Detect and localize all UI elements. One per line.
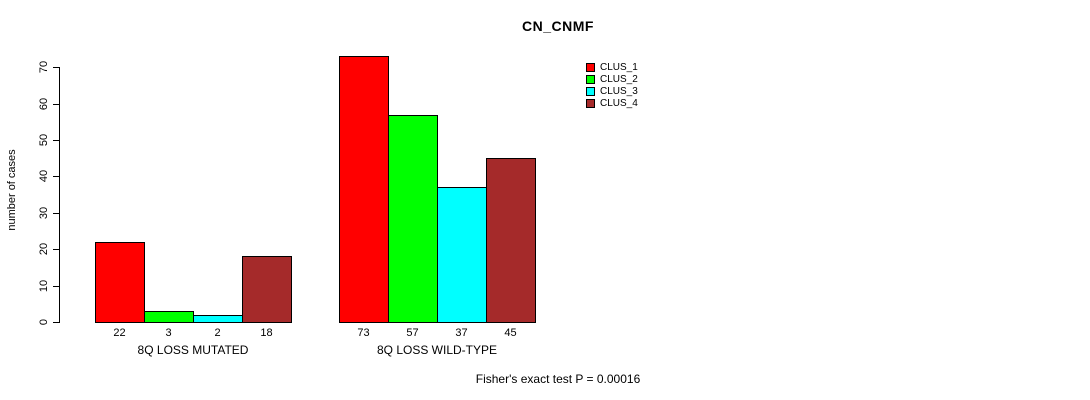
legend-item: CLUS_4 — [586, 97, 638, 109]
legend-label: CLUS_1 — [600, 61, 638, 73]
legend-swatch — [586, 98, 595, 108]
y-axis-tick — [53, 322, 59, 323]
bar-clus-2 — [144, 311, 194, 323]
bar-clus-1 — [95, 242, 145, 323]
y-axis-tick — [53, 249, 59, 250]
bar-value-label: 18 — [260, 327, 273, 339]
legend-swatch — [586, 86, 595, 96]
legend-label: CLUS_3 — [600, 85, 638, 97]
bar-value-label: 45 — [504, 327, 517, 339]
x-axis-group-label: 8Q LOSS MUTATED — [137, 343, 249, 357]
y-axis-tick — [53, 140, 59, 141]
bar-clus-3 — [437, 187, 487, 323]
legend-swatch — [586, 62, 595, 72]
legend-label: CLUS_2 — [600, 73, 638, 85]
x-axis-group-label: 8Q LOSS WILD-TYPE — [376, 343, 498, 357]
chart-title: CN_CNMF — [522, 18, 594, 34]
y-axis-tick-label: 60 — [38, 97, 50, 111]
bar-value-label: 57 — [406, 327, 419, 339]
bar-clus-4 — [486, 158, 536, 323]
legend-item: CLUS_3 — [586, 85, 638, 97]
bar-value-label: 22 — [113, 327, 126, 339]
bar-value-label: 2 — [214, 327, 221, 339]
y-axis-tick-label: 20 — [38, 242, 50, 256]
bar-clus-3 — [193, 315, 243, 323]
bar-value-label: 37 — [455, 327, 468, 339]
bar-clus-4 — [242, 256, 292, 323]
y-axis-tick — [53, 176, 59, 177]
y-axis-tick — [53, 104, 59, 105]
legend-item: CLUS_2 — [586, 73, 638, 85]
y-axis-tick-label: 40 — [38, 169, 50, 183]
y-axis-tick-label: 10 — [38, 279, 50, 293]
y-axis-label: number of cases — [6, 149, 18, 231]
y-axis-tick-label: 50 — [38, 133, 50, 147]
y-axis-line — [59, 67, 60, 323]
y-axis-tick-label: 30 — [38, 206, 50, 220]
y-axis-tick-label: 70 — [38, 60, 50, 74]
y-axis-tick-label: 0 — [38, 318, 50, 326]
legend-label: CLUS_4 — [600, 97, 638, 109]
bar-value-label: 3 — [165, 327, 172, 339]
legend-item: CLUS_1 — [586, 61, 638, 73]
bar-clus-2 — [388, 115, 438, 323]
bar-clus-1 — [339, 56, 389, 323]
y-axis-tick — [53, 286, 59, 287]
y-axis-tick — [53, 213, 59, 214]
legend-swatch — [586, 74, 595, 84]
y-axis-tick — [53, 67, 59, 68]
footnote: Fisher's exact test P = 0.00016 — [475, 372, 641, 386]
legend: CLUS_1 CLUS_2 CLUS_3 CLUS_4 — [586, 61, 638, 109]
bar-value-label: 73 — [357, 327, 370, 339]
